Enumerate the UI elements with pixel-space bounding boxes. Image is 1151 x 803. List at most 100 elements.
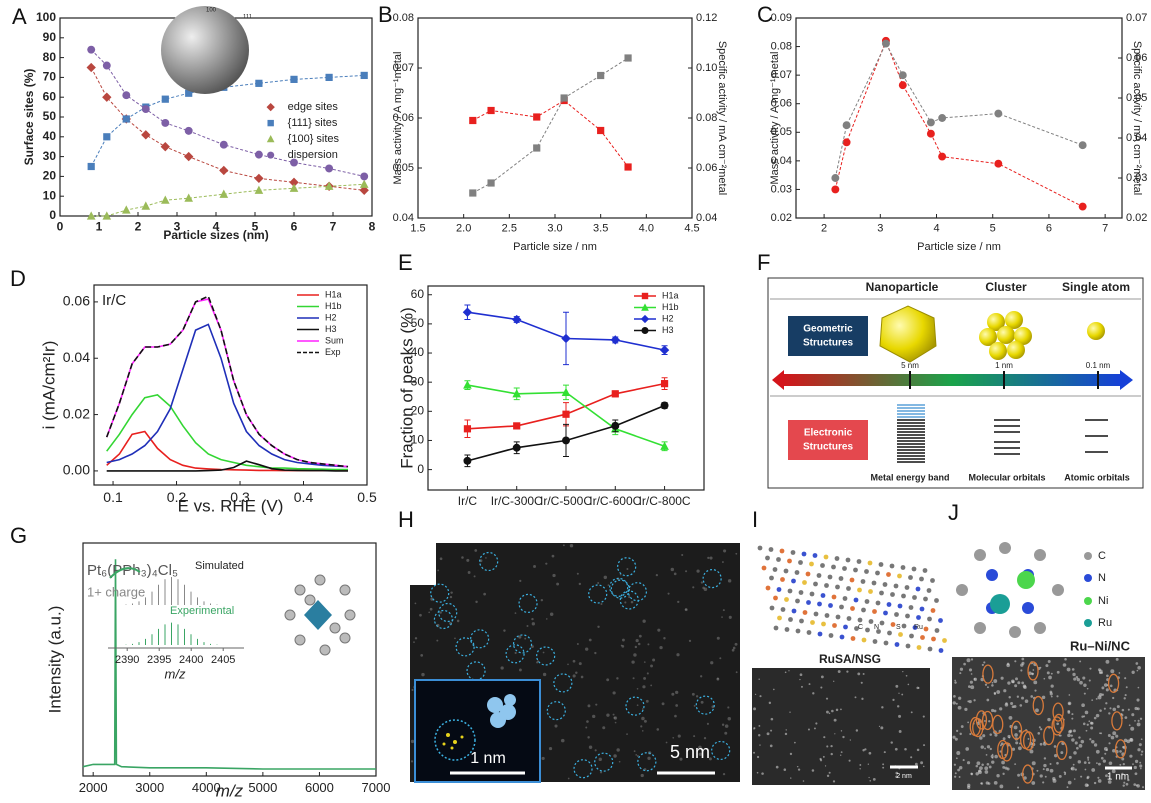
- speck: [1102, 759, 1106, 763]
- speck: [531, 622, 535, 626]
- marker: [512, 443, 521, 452]
- speck: [1070, 734, 1073, 737]
- key-dot: [1084, 552, 1092, 560]
- speck: [1137, 748, 1141, 752]
- speck: [1017, 786, 1020, 789]
- molecule-atom: [284, 609, 296, 621]
- x-tick-label: 0.4: [294, 489, 314, 505]
- speck: [1089, 738, 1092, 741]
- speck: [914, 762, 918, 766]
- speck: [973, 678, 976, 681]
- speck: [1016, 695, 1020, 698]
- speck: [727, 717, 731, 721]
- speck: [1129, 738, 1134, 742]
- speck: [1034, 689, 1037, 692]
- speck: [1108, 712, 1111, 715]
- speck: [833, 718, 837, 722]
- speck: [1086, 756, 1090, 759]
- speck: [980, 782, 984, 785]
- speck: [984, 683, 988, 686]
- x-axis-label: E vs. RHE (V): [178, 496, 284, 515]
- series-line: [106, 460, 348, 472]
- y-tick-label: 0.02: [63, 405, 90, 421]
- x-tick-label: 5: [990, 222, 996, 234]
- speck: [825, 697, 829, 700]
- speck: [413, 641, 415, 644]
- atom: [813, 611, 819, 617]
- atom: [832, 623, 837, 628]
- atom: [974, 549, 986, 561]
- pair-mark: [1043, 725, 1055, 746]
- marker: [161, 95, 169, 103]
- speck: [1073, 677, 1077, 681]
- speck: [1013, 725, 1018, 730]
- marker: [533, 144, 541, 152]
- marker: [219, 140, 228, 149]
- speck: [585, 647, 589, 651]
- atom-key: S: [896, 624, 901, 631]
- speck: [1108, 742, 1111, 745]
- speck: [882, 766, 885, 769]
- speck: [578, 662, 582, 666]
- atom: [850, 606, 855, 611]
- speck: [552, 573, 556, 578]
- speck: [1137, 686, 1140, 689]
- speck: [672, 736, 675, 739]
- atom: [757, 545, 763, 551]
- speck: [1024, 699, 1029, 704]
- atom: [842, 596, 848, 601]
- speck: [1067, 733, 1071, 738]
- speck: [633, 750, 636, 753]
- speck: [716, 636, 720, 640]
- speck: [695, 695, 699, 698]
- speck: [756, 755, 760, 759]
- speck: [640, 725, 643, 728]
- marker: [219, 165, 229, 176]
- speck: [722, 609, 725, 612]
- atom: [824, 613, 830, 618]
- y2-tick-label: 0.04: [1126, 132, 1147, 144]
- legend-label: H3: [662, 325, 674, 335]
- atom: [882, 582, 888, 587]
- speck: [1038, 726, 1041, 729]
- speck: [709, 556, 713, 560]
- atom: [853, 597, 859, 603]
- atom: [889, 563, 895, 569]
- speck: [923, 744, 926, 747]
- speck: [655, 573, 658, 577]
- atom: [798, 590, 804, 595]
- marker: [1078, 202, 1087, 211]
- atom: [938, 618, 943, 623]
- speck: [606, 713, 610, 717]
- speck: [692, 586, 695, 589]
- speck: [735, 671, 738, 674]
- legend-label: H3: [325, 324, 337, 334]
- atom: [920, 635, 925, 640]
- atom: [817, 631, 823, 637]
- panel-label: D: [10, 266, 26, 291]
- speck: [819, 757, 822, 761]
- speck: [999, 707, 1003, 711]
- x-tick-label: Ir/C-600C: [589, 494, 641, 508]
- atom-circle: [594, 752, 614, 772]
- atom-circle: [434, 719, 476, 761]
- speck: [968, 668, 973, 672]
- x-tick-label: 6: [1046, 222, 1052, 234]
- speck: [830, 744, 833, 748]
- y-tick-label: 40: [411, 345, 425, 359]
- plot-frame: [82, 542, 377, 777]
- speck: [991, 681, 994, 684]
- speck: [916, 748, 920, 752]
- speck: [999, 784, 1004, 789]
- marker: [660, 380, 669, 388]
- y-tick-label: 0.06: [771, 98, 792, 110]
- series-line: [834, 39, 1083, 208]
- marker: [121, 205, 131, 214]
- x-tick-label: 0.1: [103, 489, 123, 505]
- speck: [677, 734, 681, 738]
- y2-tick-label: 0.05: [1126, 92, 1147, 104]
- atom: [845, 557, 851, 563]
- speck: [954, 775, 957, 778]
- speck: [1086, 687, 1089, 690]
- speck: [954, 681, 957, 684]
